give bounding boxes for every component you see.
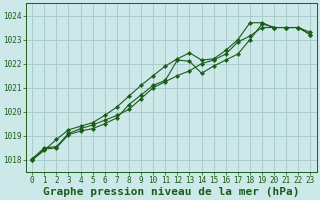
X-axis label: Graphe pression niveau de la mer (hPa): Graphe pression niveau de la mer (hPa) <box>43 186 300 197</box>
